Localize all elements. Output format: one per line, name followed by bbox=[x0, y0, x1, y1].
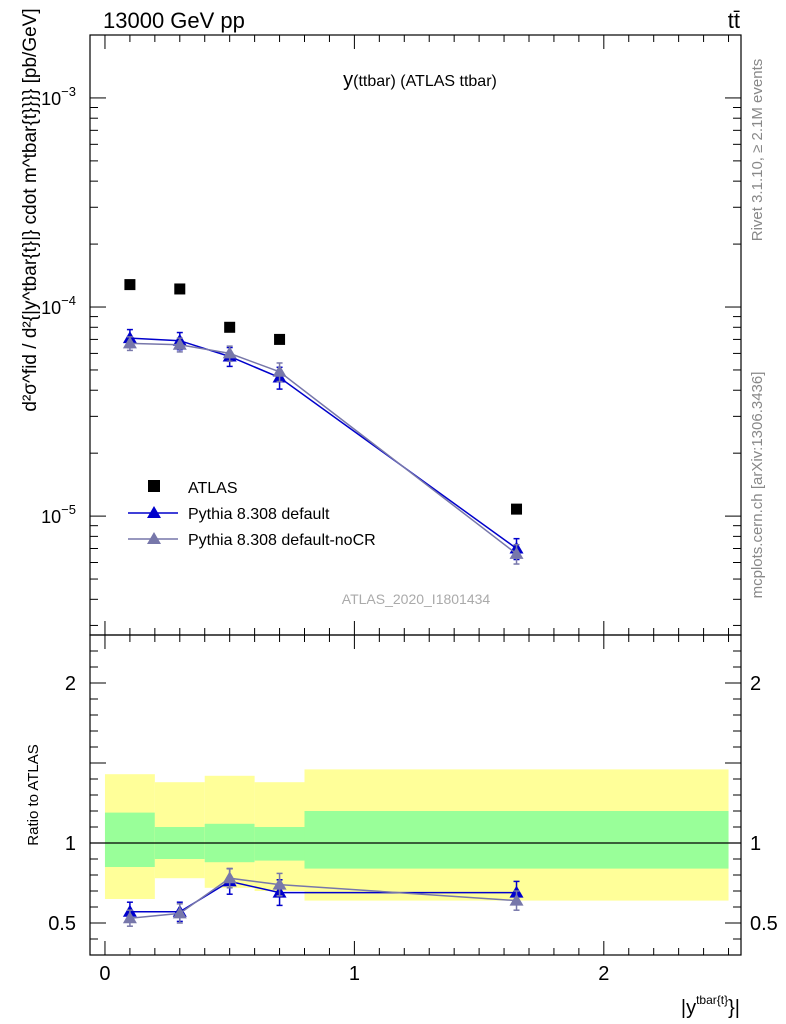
x-tick-label: 2 bbox=[598, 963, 609, 985]
ratio-point bbox=[509, 893, 524, 906]
ratio-panel: 0.5 0.5 1 1 2 2 0 1 2 Ratio to ATLAS |ytbar{t}}| bbox=[25, 634, 778, 1019]
legend: ATLAS Pythia 8.308 default Pythia 8.308 … bbox=[128, 480, 376, 549]
legend-label-pythia-nocr: Pythia 8.308 default-noCR bbox=[188, 532, 376, 549]
main-y-tick-exponent: −5 bbox=[61, 502, 76, 517]
ratio-point bbox=[222, 871, 237, 884]
ratio-point bbox=[272, 877, 287, 890]
main-series bbox=[122, 279, 524, 565]
x-axis-label-main: |y bbox=[681, 997, 696, 1019]
main-y-tick-labels: 10−310−410−5 bbox=[41, 84, 76, 527]
main-title: y(ttbar) (ATLAS ttbar) bbox=[343, 69, 497, 91]
main-title-var: y bbox=[343, 69, 353, 91]
header-collision-label: 13000 GeV pp bbox=[103, 8, 245, 33]
ratio-point bbox=[122, 911, 137, 924]
main-point bbox=[172, 337, 187, 350]
legend-label-atlas: ATLAS bbox=[188, 480, 238, 497]
main-y-tick-label: 10−5 bbox=[41, 502, 76, 527]
main-y-tick-label: 10−3 bbox=[41, 84, 76, 109]
main-y-tick-mantissa: 10 bbox=[41, 89, 61, 109]
x-axis-label-end: }| bbox=[728, 997, 740, 1019]
ratio-y-axis-label: Ratio to ATLAS bbox=[25, 744, 42, 845]
main-point bbox=[509, 546, 524, 559]
ratio-band-inner bbox=[254, 827, 305, 861]
main-y-tick-mantissa: 10 bbox=[41, 507, 61, 527]
legend-label-pythia-default: Pythia 8.308 default bbox=[188, 506, 330, 523]
main-series-1 bbox=[122, 328, 524, 561]
ratio-y-tick-label-right: 2 bbox=[750, 673, 761, 695]
main-point bbox=[272, 364, 287, 377]
x-tick-label: 0 bbox=[99, 963, 110, 985]
ratio-band-inner bbox=[304, 811, 729, 869]
ratio-bands bbox=[104, 769, 729, 901]
legend-marker-pythia-default bbox=[147, 506, 161, 518]
ratio-y-tick-label-left: 0.5 bbox=[48, 913, 76, 935]
analysis-label: ATLAS_2020_I1801434 bbox=[342, 591, 491, 607]
ratio-series-1 bbox=[122, 867, 524, 927]
main-y-tick-exponent: −3 bbox=[61, 84, 76, 99]
main-point-atlas bbox=[124, 279, 136, 291]
main-series-2 bbox=[122, 336, 524, 565]
main-series-0 bbox=[124, 279, 523, 515]
main-point-atlas bbox=[274, 333, 286, 345]
header-process-label: tt̄ bbox=[728, 8, 740, 33]
ratio-series bbox=[122, 867, 524, 927]
ratio-y-tick-label-right: 1 bbox=[750, 833, 761, 855]
main-y-tick-label: 10−4 bbox=[41, 293, 76, 318]
mcplots-label: mcplots.cern.ch [arXiv:1306.3436] bbox=[749, 372, 766, 599]
main-point bbox=[122, 336, 137, 349]
ratio-point bbox=[172, 906, 187, 919]
ratio-y-tick-label-right: 0.5 bbox=[750, 913, 778, 935]
main-point bbox=[222, 346, 237, 359]
main-axis-ticks bbox=[90, 34, 741, 635]
x-tick-label: 1 bbox=[349, 963, 360, 985]
legend-marker-atlas bbox=[148, 480, 160, 492]
ratio-y-tick-label-left: 2 bbox=[65, 673, 76, 695]
rivet-version-label: Rivet 3.1.10, ≥ 2.1M events bbox=[749, 59, 766, 242]
main-point-atlas bbox=[511, 503, 523, 515]
main-y-tick-mantissa: 10 bbox=[41, 298, 61, 318]
main-y-axis-label: d²σ^fid / d²{|y^tbar{t}|} cdot m^tbar{t}… bbox=[20, 8, 41, 411]
ratio-y-tick-label-left: 1 bbox=[65, 833, 76, 855]
x-axis-label-sup: tbar{t} bbox=[696, 993, 728, 1007]
ratio-axis-ticks bbox=[90, 634, 741, 956]
legend-marker-pythia-nocr bbox=[147, 532, 161, 544]
main-point-atlas bbox=[224, 321, 236, 333]
ratio-tick-labels: 0.5 0.5 1 1 2 2 0 1 2 bbox=[48, 673, 778, 985]
main-point-atlas bbox=[174, 283, 186, 295]
main-y-tick-exponent: −4 bbox=[61, 293, 76, 308]
main-title-rest: (ttbar) (ATLAS ttbar) bbox=[353, 73, 497, 90]
x-axis-label: |ytbar{t}}| bbox=[681, 993, 740, 1019]
main-panel: 10−310−410−5 y(ttbar) (ATLAS ttbar) ATLA… bbox=[20, 8, 742, 636]
ratio-band-inner bbox=[104, 812, 155, 867]
